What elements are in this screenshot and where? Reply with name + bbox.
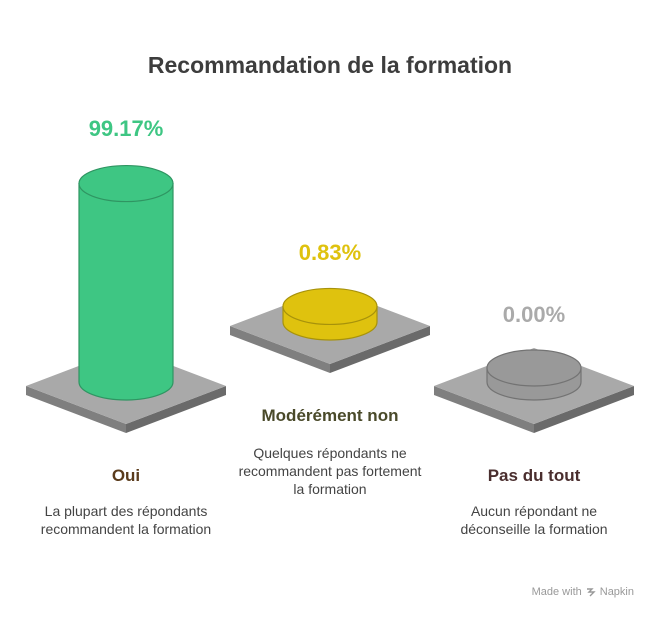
bar-body-oui — [78, 182, 174, 401]
napkin-logo-icon — [586, 588, 596, 597]
value-label-oui: 99.17% — [88, 116, 164, 141]
platform-left-face-oui — [26, 386, 126, 433]
category-label-oui: Oui — [111, 466, 141, 485]
description-oui: La plupart des répondants recommandent l… — [40, 503, 212, 537]
footer-credit: Made with Napkin — [532, 586, 634, 598]
description-moderement-non: Quelques répondants ne recommandent pas … — [238, 445, 422, 497]
platform-right-face-moderement-non — [330, 326, 430, 373]
value-label-pas-du-tout: 0.00% — [502, 302, 566, 327]
bar-top-moderement-non — [282, 287, 378, 326]
description-pas-du-tout: Aucun répondant ne déconseille la format… — [460, 503, 608, 537]
category-label-moderement-non: Modérément non — [261, 406, 399, 425]
footer-prefix: Made with — [531, 586, 582, 598]
platform-left-face-pas-du-tout — [434, 386, 534, 433]
value-label-moderement-non: 0.83% — [298, 240, 362, 265]
chart-title: Recommandation de la formation — [147, 52, 513, 78]
platform-left-face-moderement-non — [230, 326, 330, 373]
platform-right-face-pas-du-tout — [534, 386, 634, 433]
bar-top-oui — [78, 164, 174, 203]
category-label-pas-du-tout: Pas du tout — [487, 466, 581, 485]
platform-right-face-oui — [126, 386, 226, 433]
bar-top-pas-du-tout — [486, 349, 582, 387]
footer-brand: Napkin — [599, 586, 634, 598]
